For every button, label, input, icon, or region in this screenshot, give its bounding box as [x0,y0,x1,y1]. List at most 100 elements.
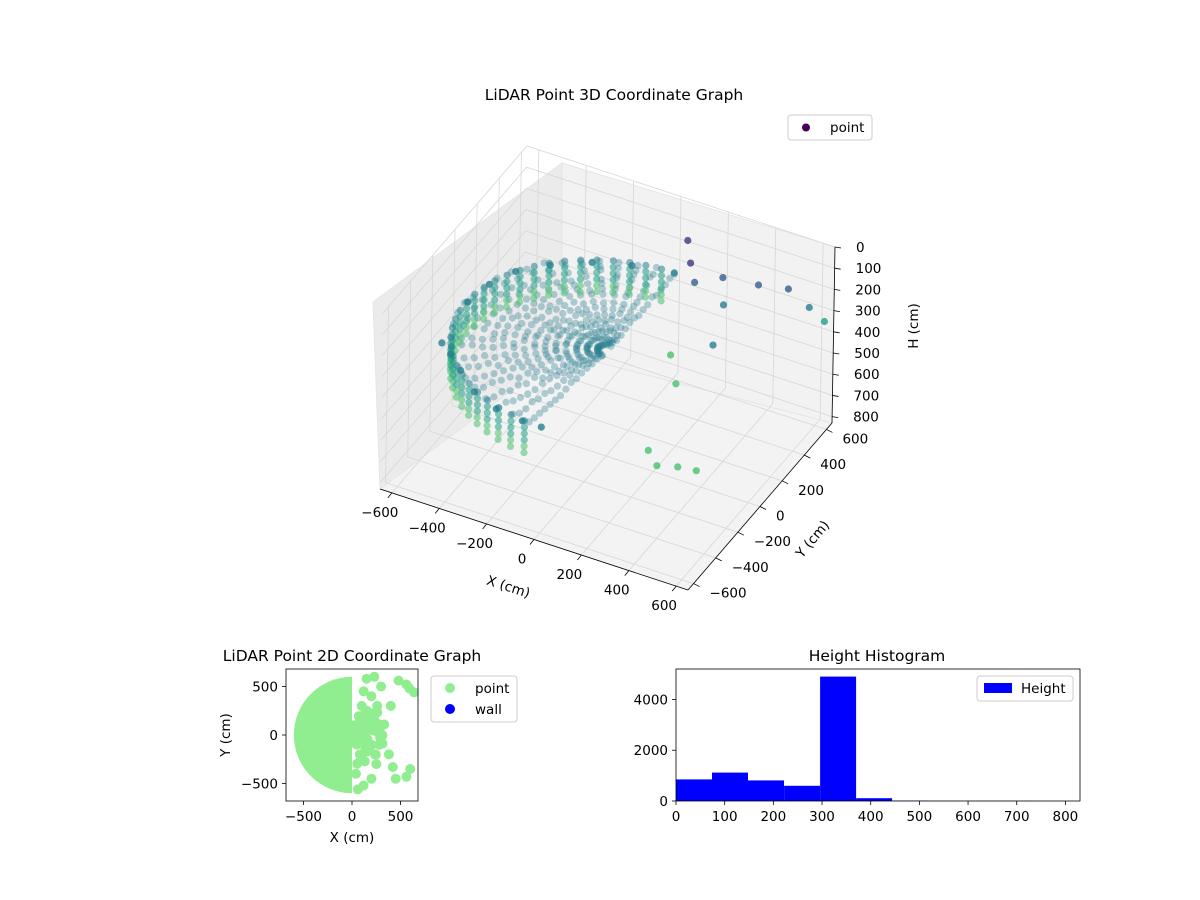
scatter-point-3d [458,396,466,404]
scatter-point-3d [588,329,596,337]
scatter-point-2d [350,768,361,779]
scatter-point-3d [471,290,479,298]
scatter-point-3d [593,269,601,277]
scatter-point-3d [522,405,530,413]
scatter-point-3d [537,423,545,431]
scatter-point-3d [520,336,528,345]
scatter-point-3d [458,402,466,410]
scatter-point-3d [691,278,699,286]
scatter-point-3d [623,313,631,321]
scatter-point-3d [599,290,607,298]
scatter-point-3d [574,340,582,348]
scatter-point-3d [597,341,606,349]
scatter-point-3d [504,357,512,365]
scatter-point-3d [585,359,593,368]
scatter-point-3d [566,306,574,315]
scatter-point-3d [532,333,540,341]
y-tick-label-3d: −400 [732,560,769,576]
scatter-point-3d [530,262,538,270]
scatter-point-3d [480,302,488,310]
scatter-point-3d [507,411,515,419]
scatter-point-3d [608,312,616,320]
scatter-point-3d [575,337,583,345]
z-tick-3d [832,416,839,419]
x-tick-3d [671,585,677,592]
scatter-point-3d [491,302,499,310]
scatter-point-3d [541,321,549,329]
x-tick-3d [577,554,582,561]
scatter-point-2d [361,673,372,684]
scatter-point-3d [496,304,504,312]
scatter-point-3d [483,409,491,417]
scatter-point-3d [596,348,604,356]
scatter-point-3d [567,378,575,387]
scatter-point-3d [494,429,502,437]
scatter-point-3d [587,337,595,345]
scatter-point-2d [377,738,388,749]
x-tick-label-3d: 600 [651,598,677,614]
scatter-point-3d [523,265,531,273]
z-axis-label-3d: H (cm) [906,303,922,349]
histogram-bar [820,676,857,801]
y-tick-label-3d: −600 [710,586,747,602]
scatter-point-3d [593,262,601,270]
scatter-point-3d [545,291,553,299]
scatter-point-3d [583,342,591,350]
scatter-point-2d [383,749,394,760]
scatter-point-3d [630,302,638,310]
y-tick-label-3d: −200 [754,534,791,550]
histogram-bar [856,798,893,801]
scatter-point-3d [465,411,473,419]
scatter-point-3d [614,318,622,326]
scatter-point-3d [520,429,528,438]
scatter-point-3d [610,329,618,337]
z-tick-label-3d: 700 [853,388,879,404]
scatter-point-3d [585,349,593,358]
scatter-point-3d [609,257,618,265]
scatter-point-3d [512,267,520,276]
x-tick-label-hist: 700 [1004,809,1030,825]
scatter-point-3d [528,398,536,406]
scatter-point-3d [516,285,524,293]
z-tick-label-3d: 800 [853,410,879,426]
scatter-point-3d [497,290,505,298]
x-tick-label-3d: −200 [456,536,493,552]
scatter-point-3d [585,311,594,319]
z-tick-3d [834,267,841,270]
scatter-point-3d [582,272,590,280]
scatter-point-3d [514,358,522,366]
scatter-point-3d [501,351,509,359]
scatter-point-3d [453,361,461,369]
scatter-point-3d [537,361,546,369]
scatter-point-3d [552,347,560,355]
scatter-point-3d [531,343,539,351]
scatter-point-3d [601,317,609,325]
scatter-point-3d [530,281,538,289]
scatter-point-3d [560,369,568,377]
scatter-point-3d [553,382,562,390]
scatter-point-3d [573,341,581,350]
scatter-point-3d [507,436,515,444]
y-tick-3d [759,506,767,510]
scatter-point-3d [458,390,466,398]
scatter-point-3d [588,258,596,266]
scatter-point-3d [465,379,473,388]
scatter-point-3d [586,286,594,295]
scatter-point-3d [621,325,630,333]
scatter-point-3d [542,366,550,374]
scatter-point-3d [510,339,518,348]
scatter-point-3d [572,367,580,375]
scatter-point-3d [562,385,570,393]
scatter-point-3d [480,372,489,380]
scatter-point-3d [578,324,586,332]
scatter-point-3d [559,361,568,369]
scatter-point-3d [602,340,610,348]
scatter-point-3d [572,312,580,320]
legend-3d-marker-point [802,123,810,132]
scatter-point-3d [805,303,813,312]
y-tick-3d [715,557,722,562]
scatter-point-3d [542,337,550,346]
scatter-point-3d [503,284,511,292]
scatter-point-3d [562,341,570,349]
scatter-point-3d [491,296,499,304]
